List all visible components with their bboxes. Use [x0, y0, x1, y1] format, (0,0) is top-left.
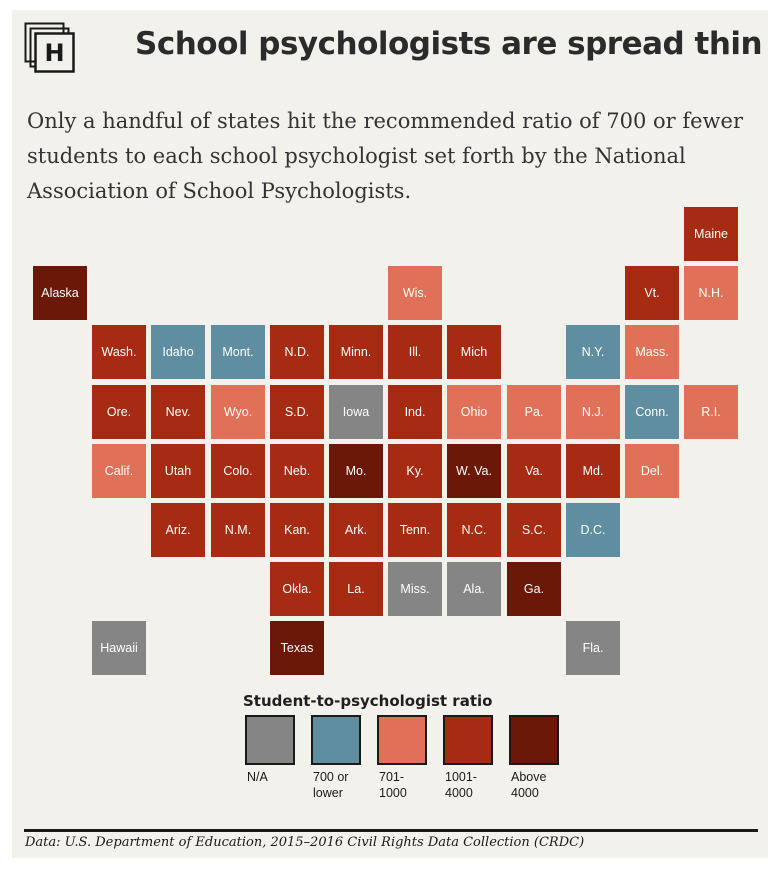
state-tile-calif: Calif. [92, 444, 146, 498]
state-tile-wash: Wash. [92, 325, 146, 379]
state-tile-mont: Mont. [211, 325, 265, 379]
legend-swatch-r1001_4000 [443, 715, 493, 765]
state-tile-del: Del. [625, 444, 679, 498]
legend-swatch-na [245, 715, 295, 765]
legend-swatch-le700 [311, 715, 361, 765]
state-tile-ala: Ala. [447, 562, 501, 616]
legend-label-above4000: Above 4000 [511, 770, 547, 800]
legend-label-na: N/A [247, 770, 268, 784]
state-tile-iowa: Iowa [329, 385, 383, 439]
state-tile-minn: Minn. [329, 325, 383, 379]
svg-text:H: H [44, 39, 64, 67]
legend-swatch-r701_1000 [377, 715, 427, 765]
state-tile-ariz: Ariz. [151, 503, 205, 557]
state-tile-wyo: Wyo. [211, 385, 265, 439]
state-tile-s-c: S.C. [507, 503, 561, 557]
state-tile-n-m: N.M. [211, 503, 265, 557]
state-tile-ind: Ind. [388, 385, 442, 439]
state-tile-utah: Utah [151, 444, 205, 498]
state-tile-n-c: N.C. [447, 503, 501, 557]
state-tile-maine: Maine [684, 207, 738, 261]
state-tile-fla: Fla. [566, 621, 620, 675]
state-tile-texas: Texas [270, 621, 324, 675]
state-tile-n-j: N.J. [566, 385, 620, 439]
state-tile-s-d: S.D. [270, 385, 324, 439]
state-tile-alaska: Alaska [33, 266, 87, 320]
state-tile-conn: Conn. [625, 385, 679, 439]
chart-subtitle: Only a handful of states hit the recomme… [27, 109, 743, 203]
state-tile-n-y: N.Y. [566, 325, 620, 379]
state-tile-d-c: D.C. [566, 503, 620, 557]
chart-title: School psychologists are spread thin [135, 26, 763, 62]
state-tile-ill: Ill. [388, 325, 442, 379]
legend-label-r1001_4000: 1001- 4000 [445, 770, 477, 800]
state-tile-ark: Ark. [329, 503, 383, 557]
state-tile-mass: Mass. [625, 325, 679, 379]
state-tile-colo: Colo. [211, 444, 265, 498]
legend-label-r701_1000: 701- 1000 [379, 770, 407, 800]
state-tile-vt: Vt. [625, 266, 679, 320]
state-tile-okla: Okla. [270, 562, 324, 616]
state-tile-n-h: N.H. [684, 266, 738, 320]
state-tile-mo: Mo. [329, 444, 383, 498]
state-tile-hawaii: Hawaii [92, 621, 146, 675]
state-tile-kan: Kan. [270, 503, 324, 557]
state-tile-n-d: N.D. [270, 325, 324, 379]
state-tile-pa: Pa. [507, 385, 561, 439]
state-tile-ky: Ky. [388, 444, 442, 498]
state-tile-va: Va. [507, 444, 561, 498]
source-note: Data: U.S. Department of Education, 2015… [25, 835, 585, 850]
state-tile-ga: Ga. [507, 562, 561, 616]
state-tile-md: Md. [566, 444, 620, 498]
state-tile-wis: Wis. [388, 266, 442, 320]
state-tile-idaho: Idaho [151, 325, 205, 379]
legend-title: Student-to-psychologist ratio [243, 692, 493, 710]
state-tile-la: La. [329, 562, 383, 616]
huffpost-h-logo-icon: H [24, 22, 75, 73]
state-tile-r-i: R.I. [684, 385, 738, 439]
state-tile-ohio: Ohio [447, 385, 501, 439]
state-tile-mich: Mich [447, 325, 501, 379]
state-tile-ore: Ore. [92, 385, 146, 439]
state-tile-w-va: W. Va. [447, 444, 501, 498]
footer-rule [24, 829, 758, 832]
legend-label-le700: 700 or lower [313, 770, 349, 800]
state-tile-miss: Miss. [388, 562, 442, 616]
legend-swatch-above4000 [509, 715, 559, 765]
state-tile-neb: Neb. [270, 444, 324, 498]
state-tile-tenn: Tenn. [388, 503, 442, 557]
state-tile-nev: Nev. [151, 385, 205, 439]
